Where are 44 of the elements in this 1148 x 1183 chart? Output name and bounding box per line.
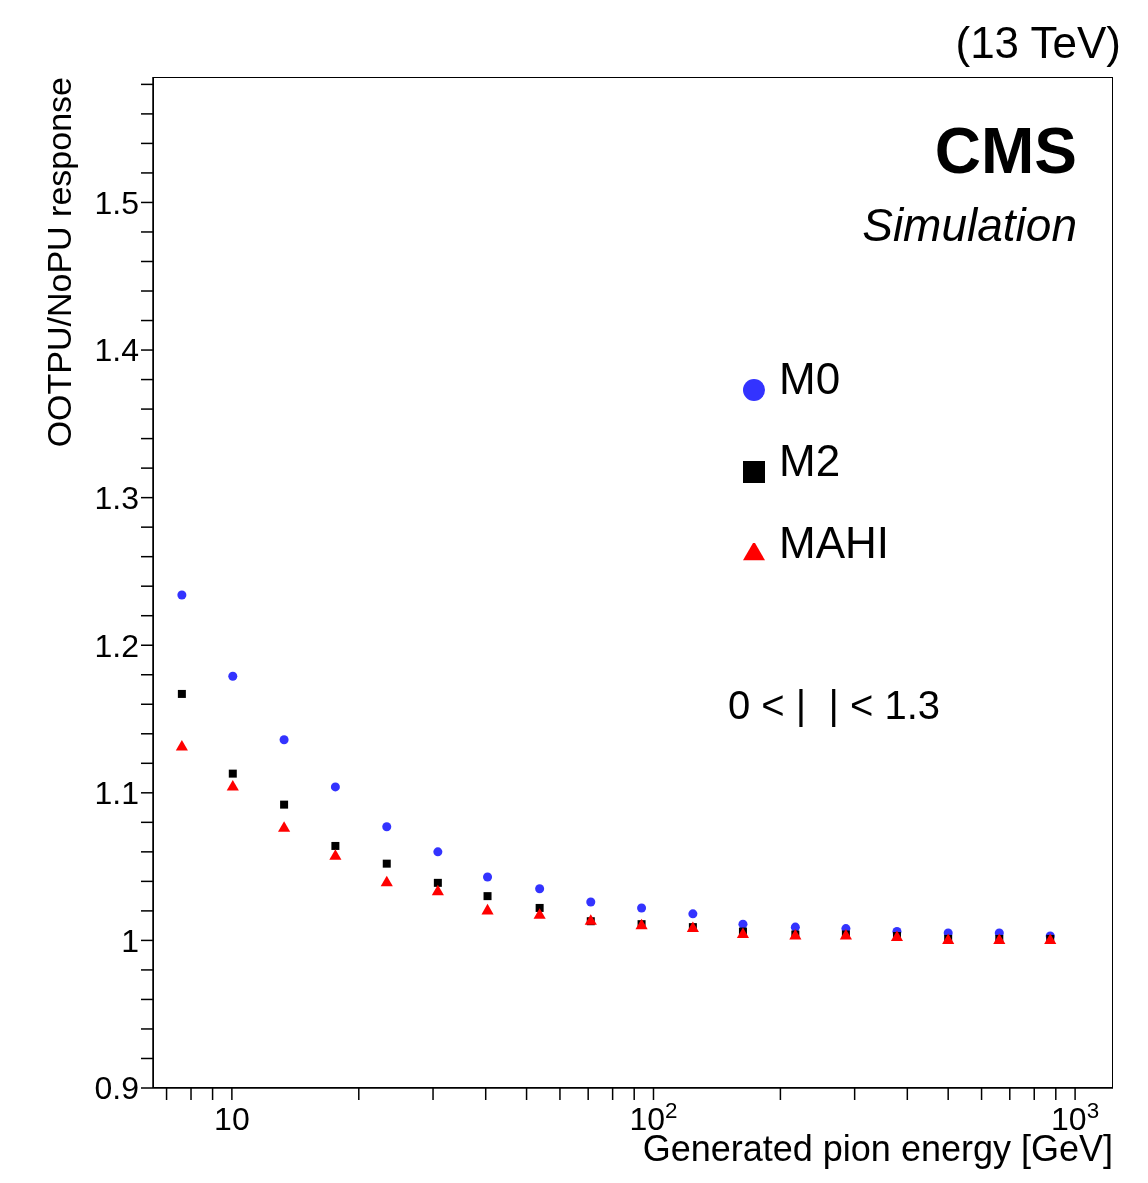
point [280,800,289,809]
y-tick-label: 1 [121,922,139,959]
legend-label: M2 [779,436,841,485]
point [382,822,392,832]
point [279,735,289,745]
point [228,671,238,681]
point [433,878,442,887]
point [483,872,493,882]
y-tick-label: 1.3 [94,480,139,516]
legend-label: MAHI [779,518,889,567]
legend-label: M0 [779,354,841,403]
point [177,590,187,600]
point [431,884,444,896]
y-axis-title: OOTPU/NoPU response [40,77,78,448]
point [278,821,291,832]
y-tick-label: 0.9 [94,1070,139,1107]
annotation: Simulation [862,199,1077,251]
point [790,922,800,932]
point [535,884,545,894]
point [688,909,698,919]
point [586,897,596,907]
point [329,849,342,860]
point [177,689,186,698]
point [637,903,647,913]
point [481,903,494,915]
point [533,908,546,919]
y-tick-label: 1.5 [94,184,139,221]
point [382,859,391,868]
point [483,892,492,901]
point [228,769,237,778]
point [331,841,340,850]
point [330,782,340,792]
annotation: CMS [934,115,1077,187]
point [175,740,188,751]
point [738,919,748,929]
annotation: 0 < | | < 1.3 [728,683,941,727]
y-tick-label: 1.4 [94,332,139,369]
point [433,847,443,857]
point [380,875,393,887]
point [226,779,239,791]
y-tick-label: 1.2 [94,627,139,664]
text: (13 TeV) [955,18,1121,67]
x-tick-label: 10 [214,1101,250,1137]
y-tick-label: 1.1 [94,775,139,812]
